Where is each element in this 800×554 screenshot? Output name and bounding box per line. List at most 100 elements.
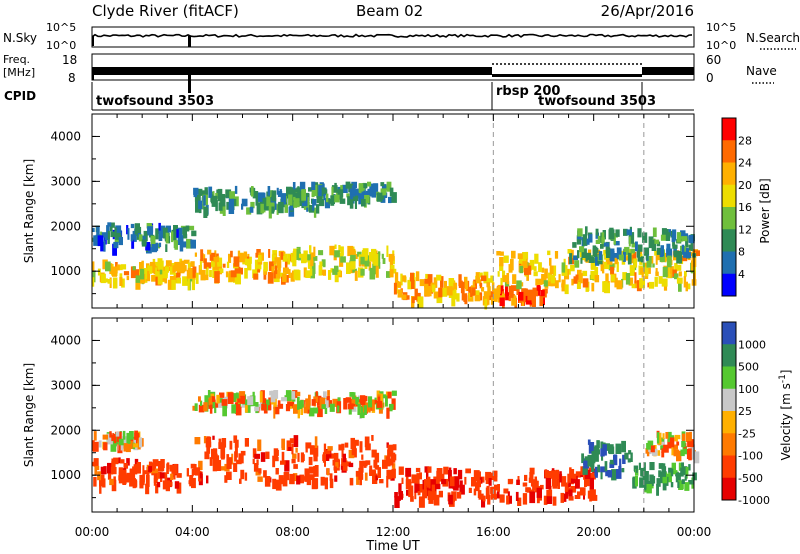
velocity-scatter-cell — [273, 398, 277, 409]
velocity-scatter-cell — [464, 476, 467, 485]
power-scatter-cell — [244, 258, 250, 266]
power-scatter-cell — [634, 280, 638, 289]
power-scatter-cell — [152, 258, 156, 265]
velocity-scatter-cell — [103, 442, 108, 451]
power-scatter-cell — [411, 279, 415, 289]
velocity-scatter-cell — [681, 479, 685, 484]
power-scatter-cell — [533, 271, 538, 277]
velocity-scatter-cell — [189, 475, 192, 487]
velocity-scatter-cell — [373, 459, 378, 468]
power-scatter-cell — [230, 250, 233, 258]
velocity-scatter-cell — [367, 396, 373, 408]
power-scatter-cell — [674, 273, 679, 280]
power-scatter-cell — [143, 277, 148, 283]
velocity-scatter-cell — [687, 441, 693, 448]
power-scatter-cell — [165, 232, 169, 244]
velocity-scatter-cell — [584, 456, 590, 461]
power-scatter-cell — [294, 198, 300, 208]
power-scatter-cell — [354, 198, 357, 209]
power-scatter-cell — [628, 236, 631, 247]
velocity-scatter-cell — [681, 466, 688, 474]
power-scatter-cell — [303, 267, 307, 278]
power-scatter-cell — [225, 271, 229, 278]
velocity-scatter-cell — [113, 457, 119, 465]
velocity-scatter-cell — [579, 487, 586, 496]
velocity-scatter-cell — [228, 457, 233, 464]
power-scatter-cell — [173, 240, 178, 249]
velocity-scatter-cell — [673, 449, 680, 457]
power-scatter-cell — [153, 264, 156, 275]
power-scatter-cell — [347, 245, 354, 257]
power-scatter — [92, 114, 700, 310]
velocity-scatter-cell — [398, 466, 404, 475]
velocity-scatter-cell — [621, 440, 626, 453]
power-scatter-cell — [309, 268, 313, 276]
power-scatter-cell — [499, 297, 505, 307]
power-scatter-cell — [262, 198, 267, 210]
power-scatter-cell — [648, 281, 655, 289]
velocity-scatter-cell — [333, 452, 339, 461]
velocity-scatter-cell — [238, 453, 244, 464]
velocity-scatter-cell — [273, 406, 276, 419]
velocity-scatter-cell — [344, 442, 349, 448]
power-scatter-cell — [588, 234, 593, 243]
velocity-scatter-cell — [296, 391, 301, 397]
power-scatter-cell — [182, 226, 187, 236]
velocity-scatter-cell — [304, 468, 310, 479]
velocity-scatter-cell — [681, 433, 686, 444]
power-scatter-cell — [672, 269, 677, 277]
velocity-scatter-cell — [666, 473, 670, 480]
power-scatter-cell — [328, 198, 332, 204]
velocity-scatter-cell — [233, 462, 238, 472]
power-scatter-cell — [267, 272, 274, 284]
velocity-scatter-cell — [692, 472, 697, 481]
power-scatter-cell — [321, 187, 326, 197]
power-scatter-cell — [511, 295, 517, 306]
velocity-scatter-cell — [543, 495, 548, 505]
power-scatter-cell — [527, 290, 534, 301]
power-scatter-cell — [438, 288, 443, 298]
velocity-scatter-cell — [173, 463, 178, 475]
power-scatter-cell — [308, 204, 315, 213]
velocity-scatter-cell — [100, 466, 106, 475]
power-scatter-cell — [171, 279, 176, 290]
velocity-scatter-cell — [673, 444, 678, 450]
velocity-scatter-cell — [604, 461, 608, 472]
power-scatter-cell — [685, 233, 689, 239]
power-scatter-cell — [664, 252, 667, 263]
power-scatter-cell — [340, 246, 344, 256]
velocity-colorbar-tick-label: 100 — [738, 383, 759, 396]
power-scatter-cell — [192, 266, 197, 278]
velocity-scatter-cell — [338, 444, 344, 451]
power-scatter-cell — [150, 235, 156, 247]
power-scatter-cell — [377, 253, 381, 264]
velocity-scatter-cell — [314, 465, 319, 477]
power-scatter-cell — [512, 274, 517, 284]
power-scatter-cell — [585, 252, 591, 260]
power-scatter-cell — [123, 271, 130, 276]
velocity-scatter-cell — [362, 395, 368, 402]
velocity-scatter-cell — [255, 468, 261, 476]
velocity-scatter-cell — [252, 448, 257, 458]
power-scatter-cell — [573, 255, 578, 261]
power-scatter-cell — [237, 250, 241, 259]
velocity-scatter-cell — [123, 463, 128, 469]
power-scatter-cell — [330, 268, 334, 273]
velocity-scatter-cell — [120, 459, 125, 464]
velocity-scatter-cell — [118, 441, 121, 451]
velocity-scatter-cell — [485, 471, 491, 481]
power-scatter-cell — [508, 264, 513, 273]
power-scatter-cell — [218, 202, 223, 211]
power-scatter-cell — [497, 271, 500, 277]
velocity-scatter-cell — [670, 468, 674, 477]
power-scatter-cell — [297, 186, 300, 194]
velocity-scatter-cell — [662, 472, 668, 484]
power-scatter-cell — [393, 282, 397, 295]
power-scatter-cell — [616, 247, 622, 260]
velocity-scatter-cell — [468, 487, 472, 493]
power-scatter-cell — [676, 277, 683, 284]
power-scatter-cell — [107, 222, 112, 227]
power-scatter-cell — [612, 233, 618, 238]
y-tick-label: 4000 — [50, 333, 81, 347]
power-scatter-cell — [441, 287, 448, 297]
